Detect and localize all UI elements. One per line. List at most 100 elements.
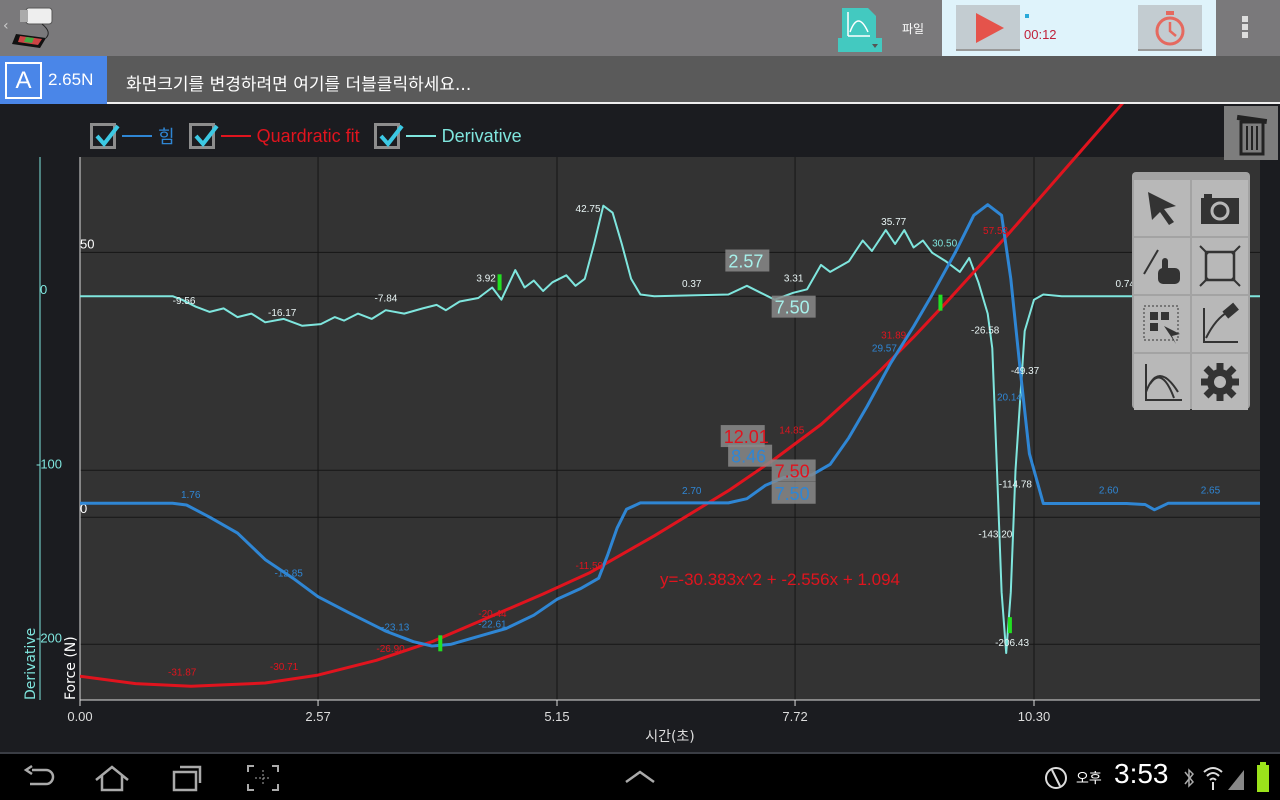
data-label: 57.53 [983, 226, 1008, 237]
recent-apps-icon[interactable] [170, 764, 206, 792]
channel-value: 2.65N [48, 70, 94, 89]
resize-hint[interactable]: 화면크기를 변경하려면 여기를 더블클릭하세요... [126, 75, 472, 95]
plot-area[interactable] [80, 157, 1260, 700]
file-menu-label[interactable]: 파일 [902, 22, 925, 36]
data-label: 3.92 [476, 273, 496, 284]
data-label: 30.50 [932, 238, 957, 249]
elapsed-time: 00:12 [1024, 27, 1057, 42]
legend-label: Derivative [441, 125, 522, 146]
data-label: 14.85 [779, 426, 804, 437]
data-label: 31.89 [881, 331, 906, 342]
data-label: 29.57 [872, 343, 897, 354]
chevron-up-icon[interactable] [624, 768, 656, 788]
fit-to-screen-icon [1199, 245, 1241, 287]
camera-icon [1201, 194, 1239, 224]
x-axis-label: 시간(초) [645, 729, 695, 745]
checkbox-checked-icon[interactable] [373, 123, 404, 149]
ampm-indicator: 오후 [1076, 771, 1102, 787]
channel-indicator[interactable] [0, 56, 107, 104]
screenshot-icon[interactable] [246, 764, 280, 792]
select-region-icon [1143, 305, 1180, 344]
play-icon [976, 13, 1004, 43]
delete-button[interactable] [1224, 106, 1278, 160]
home-icon[interactable] [92, 764, 132, 792]
overflow-menu-icon[interactable] [1240, 16, 1250, 42]
legend-item-force[interactable]: 힘 [90, 123, 175, 149]
curve-fit-button[interactable] [1134, 354, 1190, 410]
system-nav-bar [0, 752, 1280, 800]
pointer-tool-button[interactable] [1134, 180, 1190, 236]
data-label: -206.43 [995, 638, 1029, 649]
cursor-value-box [771, 481, 816, 504]
play-button[interactable] [956, 5, 1020, 51]
cursor-value: 8.46 [731, 447, 766, 467]
x-tick-label: 5.15 [544, 709, 569, 724]
cursor-value: 2.57 [728, 252, 763, 272]
stopwatch-icon [1155, 11, 1185, 46]
pan-zoom-hand-icon [1143, 249, 1180, 284]
series-line-force [80, 203, 1260, 648]
clear-graph-icon [1203, 302, 1239, 343]
data-label: 42.75 [576, 204, 601, 215]
channel-letter: A [5, 62, 42, 99]
back-chevron-icon[interactable]: ‹ [3, 18, 9, 34]
data-label: -16.17 [268, 308, 297, 319]
force-axis-label: Force (N) [63, 636, 79, 700]
back-icon[interactable] [22, 764, 56, 792]
x-tick-label: 2.57 [305, 709, 330, 724]
checkbox-checked-icon[interactable] [90, 123, 120, 149]
signal-icon [1228, 770, 1244, 790]
legend-label: Quardratic fit [256, 125, 360, 146]
wifi-icon [1203, 767, 1223, 790]
x-tick-label: 0.00 [67, 709, 92, 724]
legend-item-quadratic-fit[interactable]: Quardratic fit [188, 123, 360, 149]
legend-item-derivative[interactable]: Derivative [373, 123, 522, 149]
x-tick-label: 10.30 [1018, 709, 1051, 724]
data-label: 1.76 [181, 490, 201, 501]
force-tick-label: 50 [80, 236, 94, 251]
status-clock: 3:53 [1114, 758, 1169, 789]
cursor-value-box [771, 295, 816, 318]
cursor-value: 12.01 [724, 427, 769, 447]
cursor-marker [438, 635, 443, 652]
data-label: 20.14 [997, 393, 1022, 404]
cursor-marker [938, 294, 943, 311]
recording-indicator [1025, 14, 1029, 18]
tool-palette [1132, 172, 1250, 410]
data-label: -12.85 [275, 569, 304, 580]
curve-fit-icon [1145, 364, 1182, 401]
series-line-derivative [80, 204, 1260, 654]
force-tick-label: 0 [80, 501, 87, 516]
fit-to-screen-button[interactable] [1192, 238, 1248, 294]
data-label: 35.77 [881, 217, 906, 228]
data-label: 3.31 [784, 273, 804, 284]
derivative-tick-label: 0 [40, 282, 47, 297]
clear-graph-button[interactable] [1192, 296, 1248, 352]
cursor-marker [497, 274, 502, 291]
data-label: -22.61 [478, 619, 507, 630]
cursor-value: 7.50 [775, 484, 810, 504]
bluetooth-icon [1184, 768, 1195, 788]
data-label: 0.37 [682, 279, 702, 290]
app-logo-icon[interactable] [12, 6, 60, 50]
pan-zoom-button[interactable] [1134, 238, 1190, 294]
data-label: -11.59 [576, 561, 604, 572]
select-region-button[interactable] [1134, 296, 1190, 352]
data-label: -114.78 [999, 480, 1033, 491]
data-label: 2.65 [1201, 485, 1221, 496]
cursor-value-box [771, 459, 816, 482]
cursor-value: 7.50 [775, 298, 810, 318]
screenshot-button[interactable] [1192, 180, 1248, 236]
derivative-axis-label: Derivative [23, 628, 39, 700]
settings-gear-icon [1201, 363, 1239, 401]
file-graph-icon[interactable] [838, 6, 882, 52]
cursor-value-box [720, 425, 765, 448]
settings-button[interactable] [1192, 354, 1248, 410]
data-label: -26.58 [971, 325, 1000, 336]
pointer-icon [1148, 192, 1176, 225]
checkbox-checked-icon[interactable] [188, 123, 219, 149]
info-bar[interactable] [0, 56, 1280, 104]
timer-button[interactable] [1138, 5, 1202, 51]
cursor-value: 7.50 [775, 462, 810, 482]
